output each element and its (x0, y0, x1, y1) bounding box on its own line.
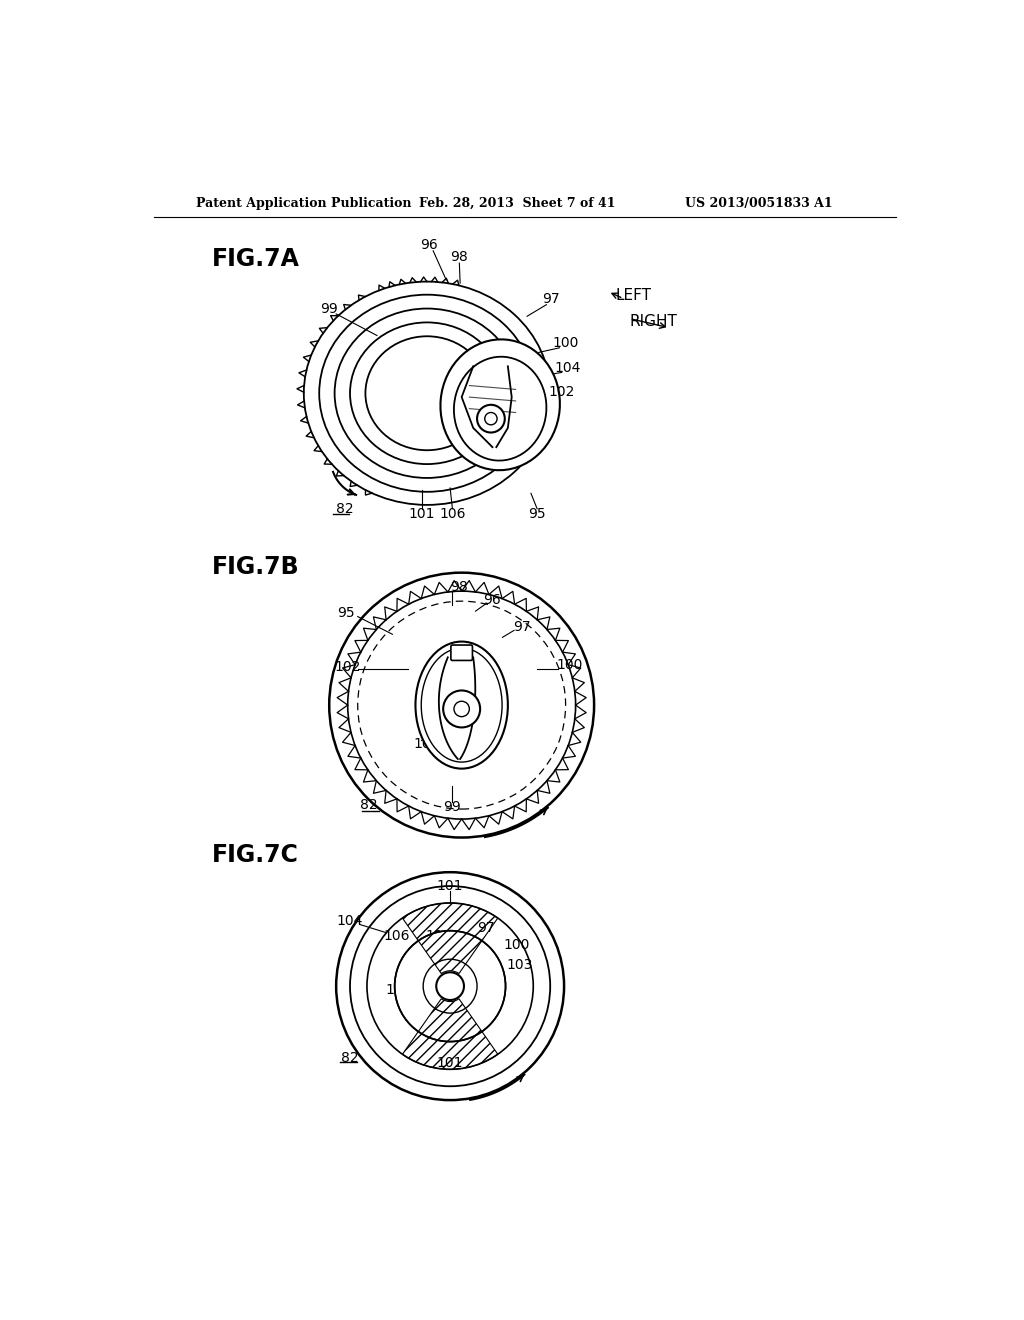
Text: Patent Application Publication: Patent Application Publication (196, 197, 412, 210)
Text: FIG.7B: FIG.7B (211, 554, 299, 578)
Circle shape (436, 973, 464, 1001)
Text: 97: 97 (513, 619, 530, 634)
Text: 105: 105 (414, 737, 440, 751)
Text: 98: 98 (450, 249, 467, 264)
Text: 95: 95 (528, 507, 546, 521)
Ellipse shape (416, 642, 508, 768)
Text: 105: 105 (512, 420, 538, 433)
Text: 100: 100 (552, 337, 579, 350)
Circle shape (443, 690, 480, 727)
Circle shape (394, 931, 506, 1041)
Text: 101: 101 (409, 507, 435, 521)
Text: 82: 82 (360, 799, 378, 812)
Text: 82: 82 (341, 1051, 358, 1065)
Text: 97: 97 (542, 292, 560, 306)
Circle shape (336, 873, 564, 1100)
Text: LEFT: LEFT (615, 288, 651, 304)
Text: 102: 102 (549, 384, 574, 399)
Ellipse shape (440, 339, 560, 470)
Text: 95: 95 (337, 606, 355, 619)
Text: US 2013/0051833 A1: US 2013/0051833 A1 (685, 197, 833, 210)
Text: 106: 106 (383, 929, 410, 942)
Text: 102: 102 (335, 660, 360, 673)
Text: 101: 101 (437, 879, 463, 894)
Text: 98: 98 (450, 579, 467, 594)
Text: 100: 100 (556, 659, 583, 672)
Text: 101: 101 (437, 1056, 463, 1071)
Text: 106: 106 (416, 689, 442, 702)
Text: 103: 103 (506, 958, 532, 973)
FancyBboxPatch shape (451, 645, 472, 660)
Text: 100: 100 (504, 939, 530, 952)
Text: 104: 104 (336, 913, 362, 928)
Text: RIGHT: RIGHT (630, 314, 678, 329)
Circle shape (484, 413, 497, 425)
Text: 82: 82 (336, 502, 353, 516)
Text: 99: 99 (443, 800, 461, 813)
Text: Feb. 28, 2013  Sheet 7 of 41: Feb. 28, 2013 Sheet 7 of 41 (419, 197, 615, 210)
Text: 105: 105 (425, 929, 452, 942)
Text: 99: 99 (321, 301, 338, 315)
Text: 97: 97 (477, 921, 496, 936)
Ellipse shape (454, 356, 547, 461)
Text: 106: 106 (439, 507, 466, 521)
Circle shape (367, 903, 534, 1069)
Circle shape (477, 405, 505, 433)
Text: 105: 105 (385, 983, 412, 997)
Text: 106: 106 (443, 737, 470, 751)
Text: FIG.7A: FIG.7A (211, 247, 299, 271)
Text: 105: 105 (446, 689, 473, 702)
Text: 96: 96 (421, 238, 438, 252)
Text: 96: 96 (483, 593, 502, 607)
Text: 106: 106 (418, 985, 444, 998)
Text: 104: 104 (555, 360, 581, 375)
Text: FIG.7C: FIG.7C (211, 843, 298, 867)
